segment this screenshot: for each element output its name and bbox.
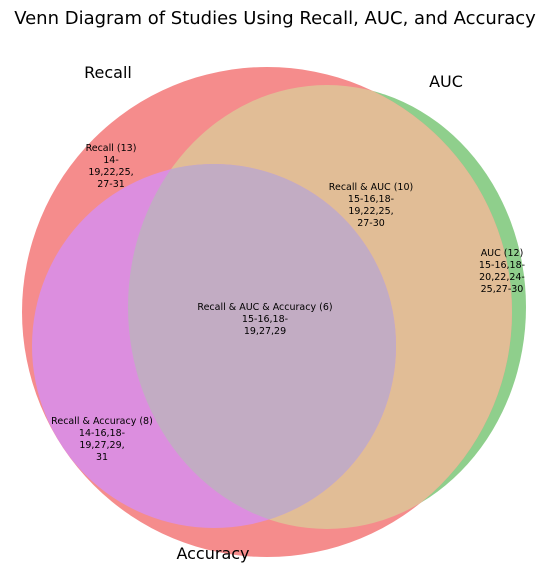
diagram-title: Venn Diagram of Studies Using Recall, AU… [14, 8, 536, 29]
set-label-auc: AUC [429, 72, 463, 91]
region-recall-accuracy: Recall & Accuracy (8) 14-16,18- 19,27,29… [51, 416, 153, 463]
region-all-three-line-3: 19,27,29 [244, 326, 286, 337]
region-auc-only-line-2: 15-16,18- [479, 260, 525, 271]
region-recall-accuracy-line-1: Recall & Accuracy (8) [51, 416, 153, 427]
region-recall-only: Recall (13) 14- 19,22,25, 27-31 [86, 143, 137, 190]
region-recall-accuracy-line-3: 19,27,29, [79, 440, 124, 451]
region-recall-accuracy-line-4: 31 [96, 452, 108, 463]
region-recall-only-line-4: 27-31 [97, 179, 125, 190]
set-label-recall: Recall [84, 63, 132, 82]
region-recall-only-line-2: 14- [103, 155, 119, 166]
region-recall-auc-line-3: 19,22,25, [348, 206, 393, 217]
region-recall-auc-line-4: 27-30 [357, 218, 385, 229]
region-auc-only-line-3: 20,22,24- [479, 272, 525, 283]
region-recall-auc-line-2: 15-16,18- [348, 194, 394, 205]
region-recall-accuracy-line-2: 14-16,18- [79, 428, 125, 439]
region-recall-auc-line-1: Recall & AUC (10) [329, 182, 413, 193]
region-auc-only-line-1: AUC (12) [481, 248, 524, 259]
region-auc-only: AUC (12) 15-16,18- 20,22,24- 25,27-30 [479, 248, 525, 295]
region-all-three: Recall & AUC & Accuracy (6) 15-16,18- 19… [197, 302, 332, 337]
region-auc-only-line-4: 25,27-30 [481, 284, 524, 295]
region-recall-auc: Recall & AUC (10) 15-16,18- 19,22,25, 27… [329, 182, 413, 229]
region-all-three-line-1: Recall & AUC & Accuracy (6) [197, 302, 332, 313]
all-three-overlap [128, 164, 396, 528]
region-recall-only-line-3: 19,22,25, [88, 167, 133, 178]
region-all-three-line-2: 15-16,18- [242, 314, 288, 325]
region-recall-only-line-1: Recall (13) [86, 143, 137, 154]
set-label-accuracy: Accuracy [176, 544, 249, 563]
